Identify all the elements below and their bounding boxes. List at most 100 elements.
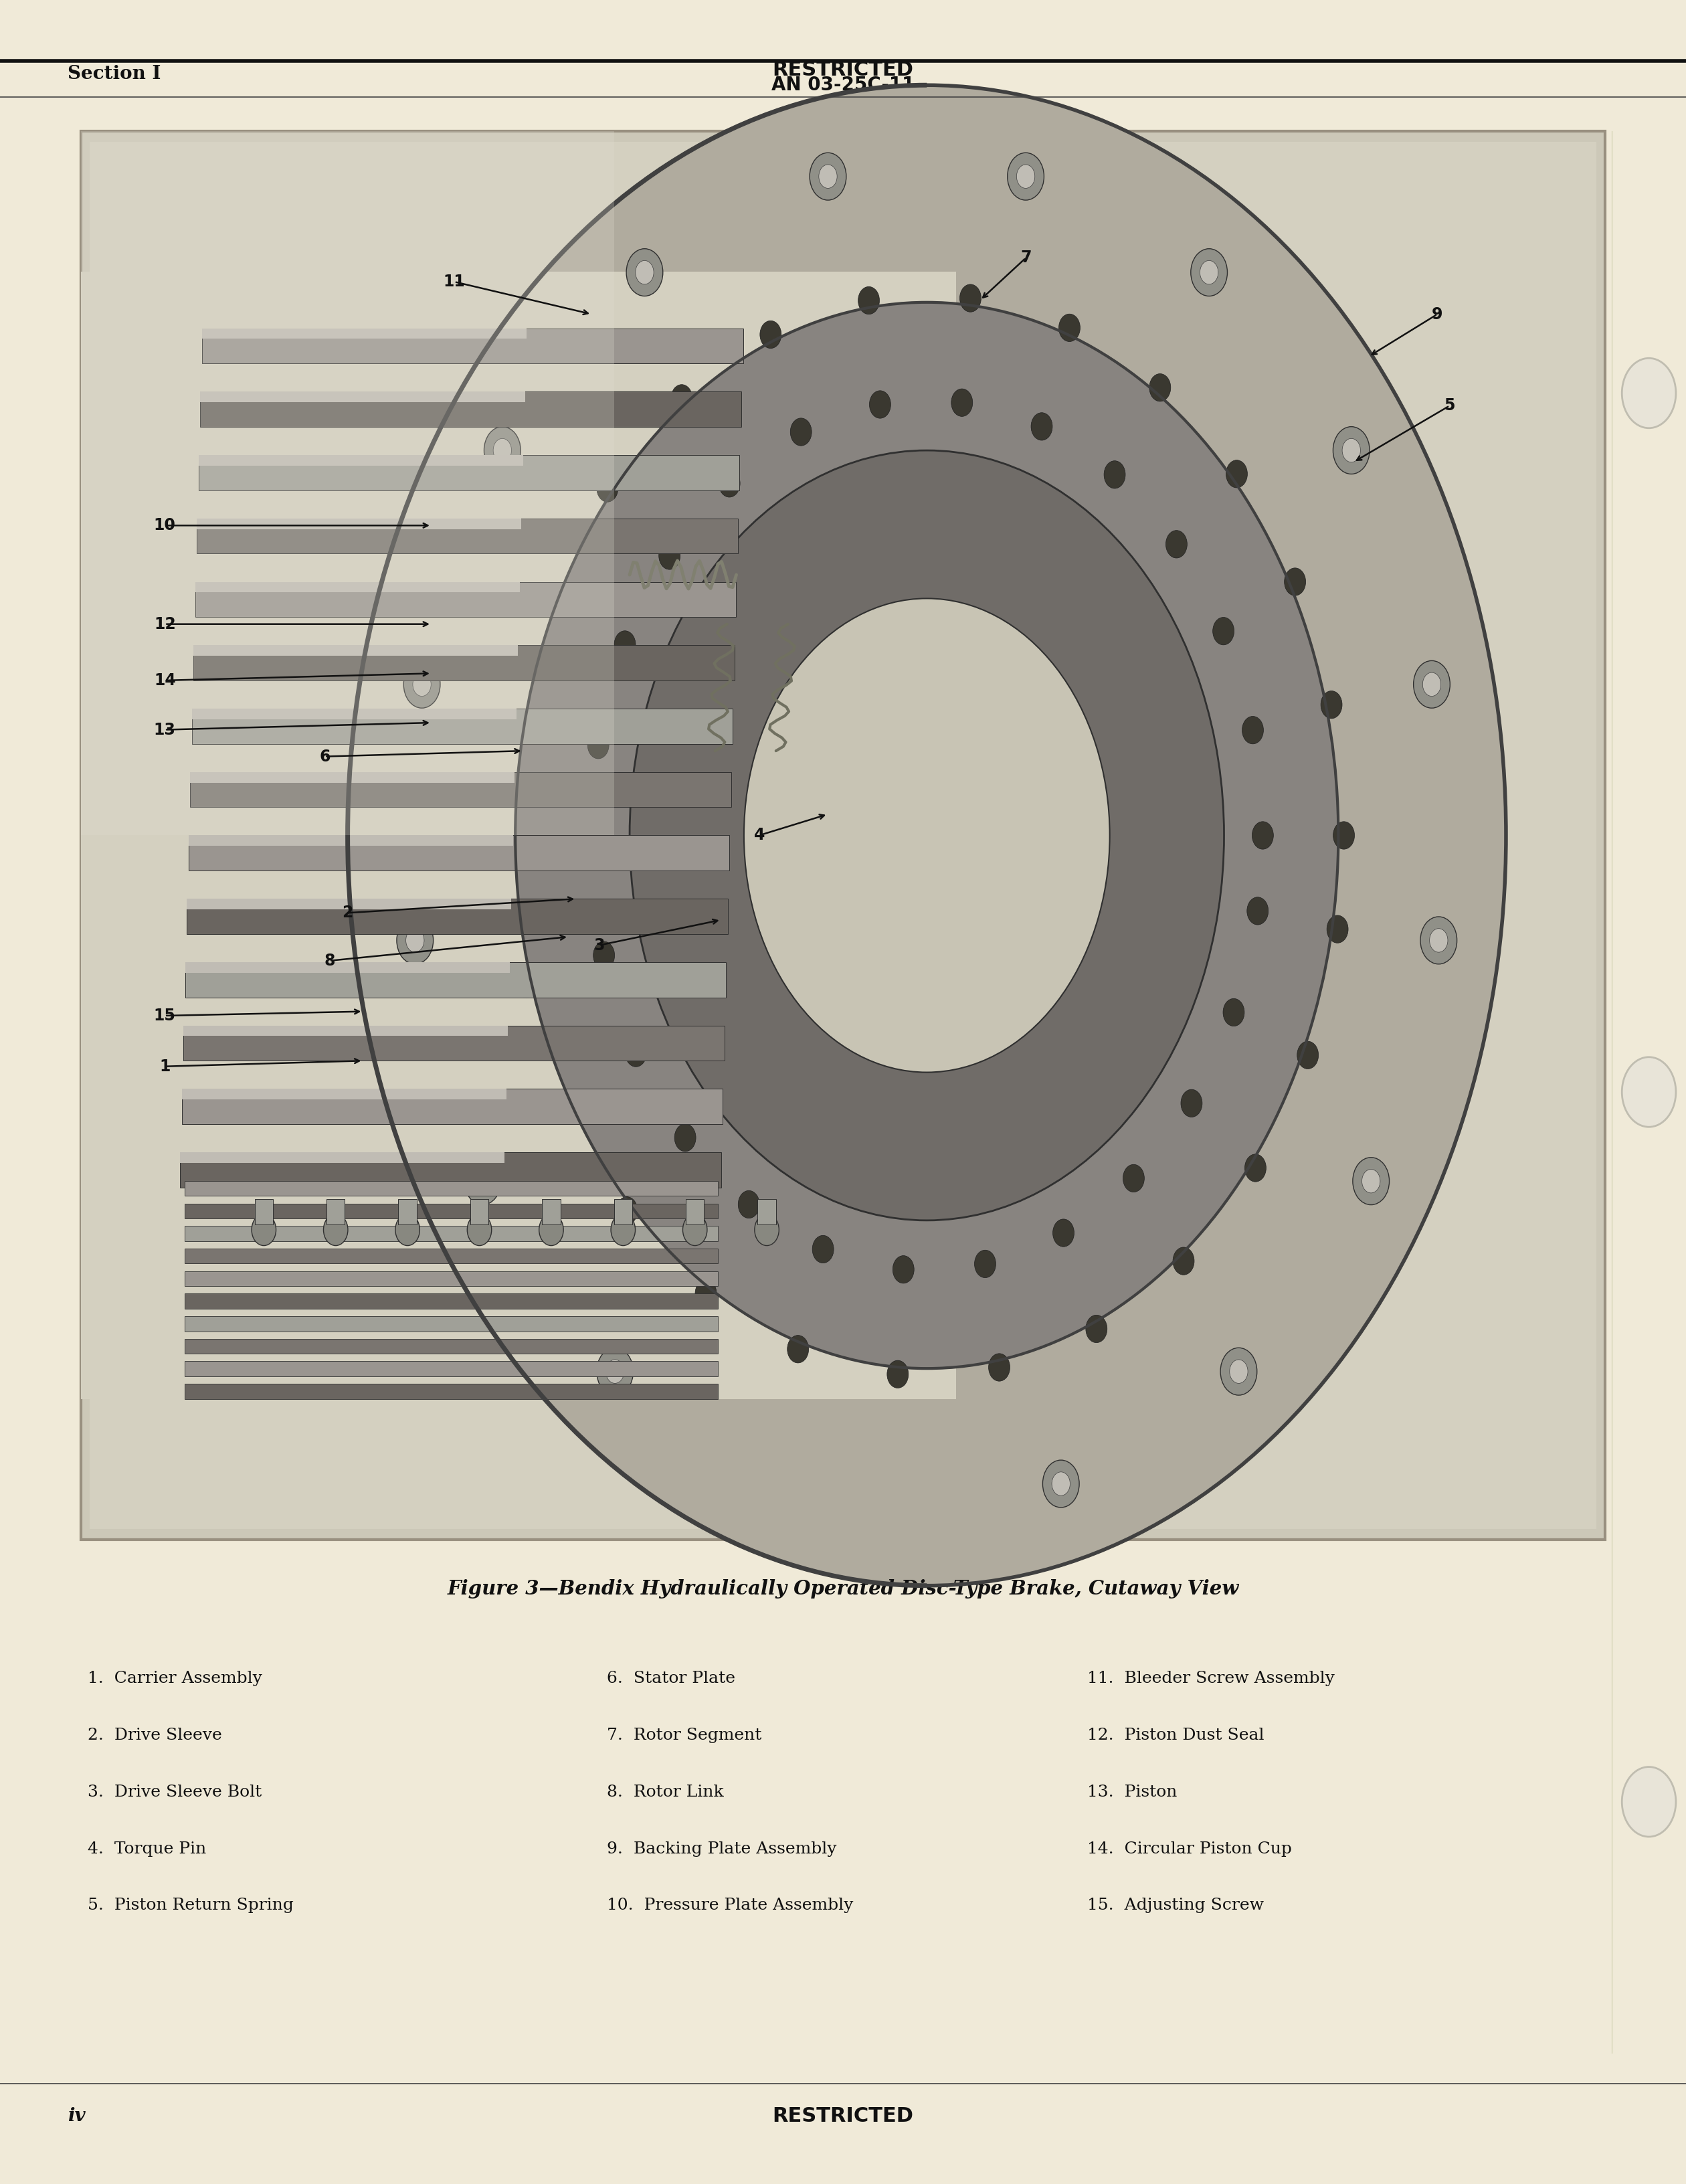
Circle shape <box>403 662 440 708</box>
Bar <box>184 1271 718 1286</box>
Bar <box>196 581 519 592</box>
Bar <box>81 131 1605 1540</box>
Circle shape <box>1150 373 1170 402</box>
Circle shape <box>1229 1361 1248 1382</box>
Circle shape <box>593 941 615 970</box>
Circle shape <box>1297 1042 1318 1068</box>
Circle shape <box>395 1214 420 1245</box>
Bar <box>199 454 740 489</box>
Circle shape <box>580 836 602 865</box>
Circle shape <box>1123 1164 1145 1192</box>
Text: 10.  Pressure Plate Assembly: 10. Pressure Plate Assembly <box>607 1898 853 1913</box>
Bar <box>201 391 742 426</box>
Circle shape <box>396 917 433 963</box>
Circle shape <box>347 85 1506 1586</box>
Circle shape <box>959 284 981 312</box>
Circle shape <box>870 391 890 419</box>
Circle shape <box>636 260 654 284</box>
Circle shape <box>1413 662 1450 708</box>
Text: 3: 3 <box>593 937 605 952</box>
Bar <box>194 644 518 655</box>
Bar <box>182 1090 723 1125</box>
Bar <box>757 1199 776 1225</box>
Circle shape <box>1222 998 1244 1026</box>
Bar <box>184 1026 507 1035</box>
Circle shape <box>1334 426 1369 474</box>
Bar <box>197 518 521 529</box>
Bar <box>184 1339 718 1354</box>
Text: 2.  Drive Sleeve: 2. Drive Sleeve <box>88 1728 223 1743</box>
Circle shape <box>406 928 425 952</box>
Circle shape <box>588 732 609 758</box>
Text: 9: 9 <box>1431 306 1443 323</box>
Circle shape <box>494 439 511 463</box>
Circle shape <box>659 542 679 570</box>
Circle shape <box>597 474 619 502</box>
Circle shape <box>555 1092 577 1118</box>
Text: 15: 15 <box>153 1007 175 1024</box>
Bar <box>202 328 744 363</box>
Text: 13: 13 <box>153 721 175 738</box>
Circle shape <box>674 1125 696 1151</box>
Circle shape <box>467 1214 492 1245</box>
Circle shape <box>671 384 693 413</box>
Circle shape <box>887 1361 909 1389</box>
Bar <box>184 1249 718 1265</box>
Bar <box>199 454 523 465</box>
Circle shape <box>499 841 521 867</box>
Circle shape <box>610 1214 636 1245</box>
Circle shape <box>1086 1315 1108 1343</box>
Bar <box>191 771 514 782</box>
Circle shape <box>1008 153 1044 201</box>
Circle shape <box>541 585 563 612</box>
Circle shape <box>626 1040 646 1066</box>
Text: 1: 1 <box>158 1059 170 1075</box>
Text: 8: 8 <box>324 952 336 970</box>
Text: 3.  Drive Sleeve Bolt: 3. Drive Sleeve Bolt <box>88 1784 261 1800</box>
Bar <box>196 581 737 618</box>
Circle shape <box>1243 716 1263 745</box>
Circle shape <box>597 1348 634 1396</box>
Circle shape <box>324 1214 347 1245</box>
Circle shape <box>755 1214 779 1245</box>
Circle shape <box>738 1190 759 1219</box>
Text: 2: 2 <box>342 904 352 922</box>
Circle shape <box>614 631 636 657</box>
Circle shape <box>516 301 1339 1369</box>
Circle shape <box>1352 1158 1389 1206</box>
Bar <box>327 1199 346 1225</box>
Circle shape <box>1320 690 1342 719</box>
Text: 7: 7 <box>1020 249 1032 266</box>
Circle shape <box>791 417 811 446</box>
Text: 1.  Carrier Assembly: 1. Carrier Assembly <box>88 1671 263 1686</box>
Circle shape <box>605 1361 624 1382</box>
Bar <box>184 1203 718 1219</box>
Bar <box>255 1199 273 1225</box>
Circle shape <box>1248 898 1268 924</box>
Text: 15.  Adjusting Screw: 15. Adjusting Screw <box>1087 1898 1264 1913</box>
Text: Section I: Section I <box>67 66 160 83</box>
Text: 12: 12 <box>153 616 175 631</box>
Circle shape <box>1244 1153 1266 1182</box>
Bar <box>184 1225 718 1241</box>
Circle shape <box>1104 461 1125 489</box>
Circle shape <box>1052 1219 1074 1247</box>
Text: 4.  Torque Pin: 4. Torque Pin <box>88 1841 206 1856</box>
Bar <box>81 131 614 836</box>
Bar <box>189 834 730 871</box>
Circle shape <box>1165 531 1187 559</box>
Bar <box>398 1199 416 1225</box>
Bar <box>184 1385 718 1400</box>
Bar <box>192 708 516 719</box>
Bar <box>187 900 511 909</box>
Bar <box>191 771 732 808</box>
Bar <box>470 1199 489 1225</box>
Circle shape <box>1622 1057 1676 1127</box>
Circle shape <box>760 321 781 349</box>
Bar <box>185 963 727 998</box>
Circle shape <box>1042 1461 1079 1507</box>
Circle shape <box>1180 1090 1202 1116</box>
Circle shape <box>1362 1168 1381 1192</box>
Circle shape <box>1622 1767 1676 1837</box>
Circle shape <box>474 1168 492 1192</box>
